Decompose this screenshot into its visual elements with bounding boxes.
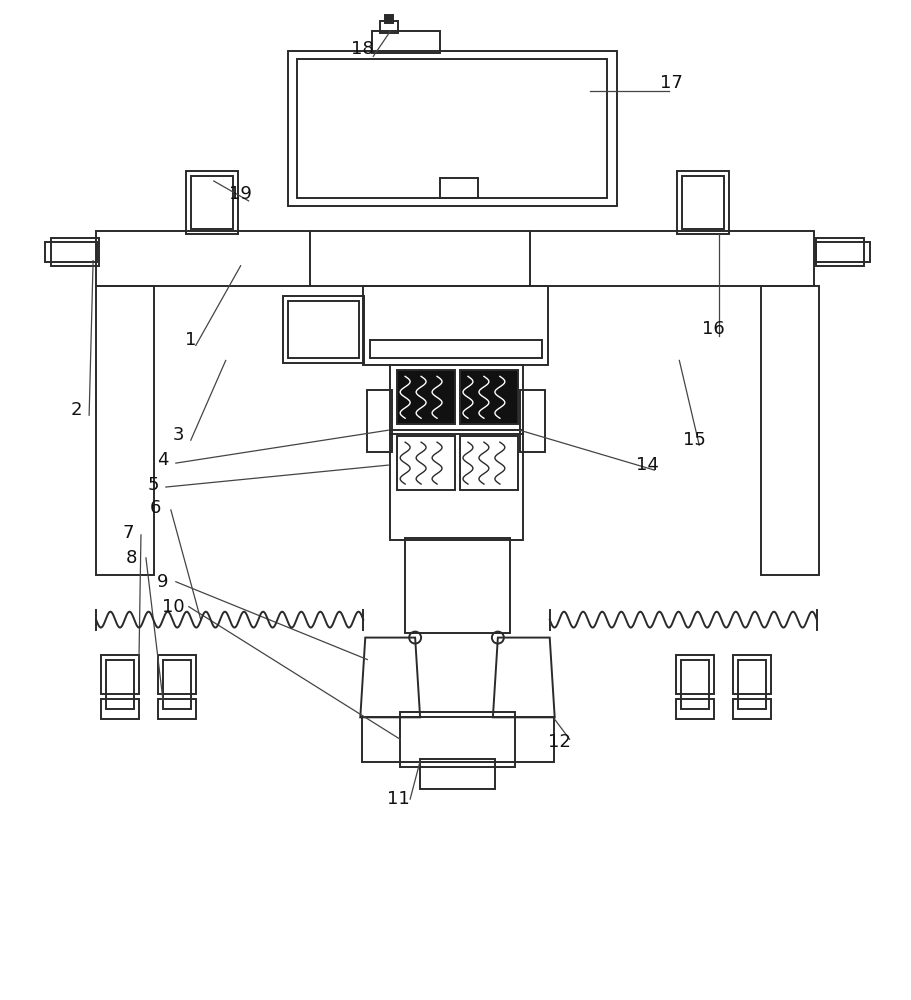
Text: 8: 8: [125, 549, 137, 567]
Bar: [367, 390, 392, 452]
Bar: [400, 712, 514, 767]
Text: 15: 15: [682, 431, 705, 449]
Bar: [158, 699, 196, 719]
Bar: [363, 286, 548, 365]
Bar: [106, 660, 134, 709]
Bar: [397, 436, 455, 490]
Bar: [46, 242, 97, 262]
Bar: [101, 655, 138, 694]
Bar: [420, 759, 495, 789]
Bar: [372, 31, 440, 53]
Bar: [676, 655, 713, 694]
Bar: [459, 370, 517, 424]
Text: 11: 11: [386, 790, 409, 808]
Bar: [190, 176, 232, 229]
Text: 14: 14: [635, 456, 658, 474]
Bar: [677, 171, 729, 234]
Bar: [815, 242, 869, 262]
Bar: [397, 370, 455, 424]
Bar: [732, 699, 770, 719]
Text: 6: 6: [150, 499, 161, 517]
Bar: [101, 699, 138, 719]
Bar: [761, 286, 818, 575]
Text: 7: 7: [122, 524, 134, 542]
Bar: [287, 301, 359, 358]
Bar: [681, 176, 723, 229]
Bar: [380, 21, 398, 33]
Bar: [404, 538, 509, 633]
Bar: [163, 660, 190, 709]
Bar: [96, 286, 154, 575]
Bar: [440, 178, 477, 198]
Bar: [676, 699, 713, 719]
Bar: [287, 51, 616, 206]
Bar: [362, 717, 553, 762]
Text: 2: 2: [70, 401, 82, 419]
Bar: [815, 238, 863, 266]
Text: 16: 16: [701, 320, 724, 338]
Text: 17: 17: [660, 74, 682, 92]
Bar: [282, 296, 363, 363]
Text: 18: 18: [351, 40, 374, 58]
Bar: [737, 660, 765, 709]
Bar: [732, 655, 770, 694]
Bar: [158, 655, 196, 694]
Bar: [390, 365, 522, 540]
Text: 10: 10: [161, 598, 184, 616]
Bar: [51, 238, 99, 266]
Bar: [681, 660, 709, 709]
Text: 1: 1: [185, 331, 196, 349]
Text: 3: 3: [173, 426, 184, 444]
Text: 9: 9: [157, 573, 169, 591]
Text: 4: 4: [157, 451, 169, 469]
Text: 12: 12: [548, 733, 570, 751]
Bar: [519, 390, 544, 452]
Text: 19: 19: [229, 185, 251, 203]
Bar: [459, 436, 517, 490]
Bar: [370, 340, 541, 358]
Bar: [96, 231, 813, 286]
Bar: [384, 15, 393, 23]
Bar: [297, 59, 606, 198]
Bar: [186, 171, 238, 234]
Text: 5: 5: [147, 476, 159, 494]
